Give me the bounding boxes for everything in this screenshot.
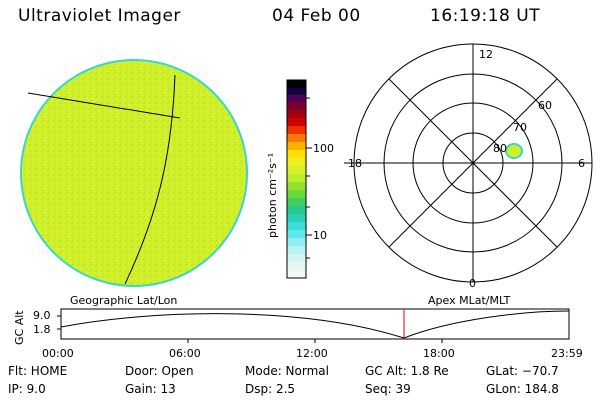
geographic-label: Geographic Lat/Lon <box>70 294 177 307</box>
gain-value: Gain: 13 <box>125 382 176 396</box>
mlat-label-60: 60 <box>538 99 552 112</box>
geographic-grid-line <box>27 92 181 119</box>
time-tick-1200: 12:00 <box>296 347 328 360</box>
time-tick-2359: 23:59 <box>551 347 583 360</box>
image-time: 16:19:18 UT <box>430 6 541 26</box>
polar-plot <box>344 43 593 283</box>
image-title: Ultraviolet Imager <box>18 6 181 26</box>
gc-altitude: GC Alt: 1.8 Re <box>365 364 449 378</box>
mlt-label-18: 18 <box>348 157 362 170</box>
auroral-spot <box>505 143 523 159</box>
geographic-meridian-line <box>124 74 176 285</box>
apex-label: Apex MLat/MLT <box>428 294 511 307</box>
mode-status: Mode: Normal <box>245 364 329 378</box>
display-value: Dsp: 2.5 <box>245 382 296 396</box>
alt-tick-9: 9.0 <box>33 309 51 322</box>
geographic-longitude: GLon: 184.8 <box>486 382 559 396</box>
mlat-label-80: 80 <box>493 142 507 155</box>
color-bar: 100 10 photon cm⁻²s⁻¹ <box>266 79 334 279</box>
colorbar-axis-label: photon cm⁻²s⁻¹ <box>266 153 279 238</box>
time-tick-1800: 18:00 <box>423 347 455 360</box>
ip-value: IP: 9.0 <box>8 382 46 396</box>
image-date: 04 Feb 00 <box>272 6 361 26</box>
geographic-latitude: GLat: −70.7 <box>486 364 559 378</box>
altitude-curve <box>60 310 570 339</box>
sequence-number: Seq: 39 <box>365 382 411 396</box>
mlt-label-12: 12 <box>479 48 493 61</box>
time-tick-0000: 00:00 <box>42 347 74 360</box>
alt-tick-1-8: 1.8 <box>33 323 51 336</box>
alt-axis-title: GC Alt <box>13 310 26 345</box>
mlat-label-70: 70 <box>513 121 527 134</box>
uv-image-disk <box>20 59 248 287</box>
time-tick-0600: 06:00 <box>169 347 201 360</box>
colorbar-tick-100: 100 <box>313 142 334 155</box>
colorbar-tick-10: 10 <box>313 229 327 242</box>
mlt-label-0: 0 <box>469 277 476 290</box>
flight-status: Flt: HOME <box>8 364 68 378</box>
door-status: Door: Open <box>125 364 194 378</box>
orbit-timeline: Geographic Lat/Lon Apex MLat/MLT 9.0 1.8… <box>13 294 583 360</box>
mlt-label-6: 6 <box>578 157 585 170</box>
